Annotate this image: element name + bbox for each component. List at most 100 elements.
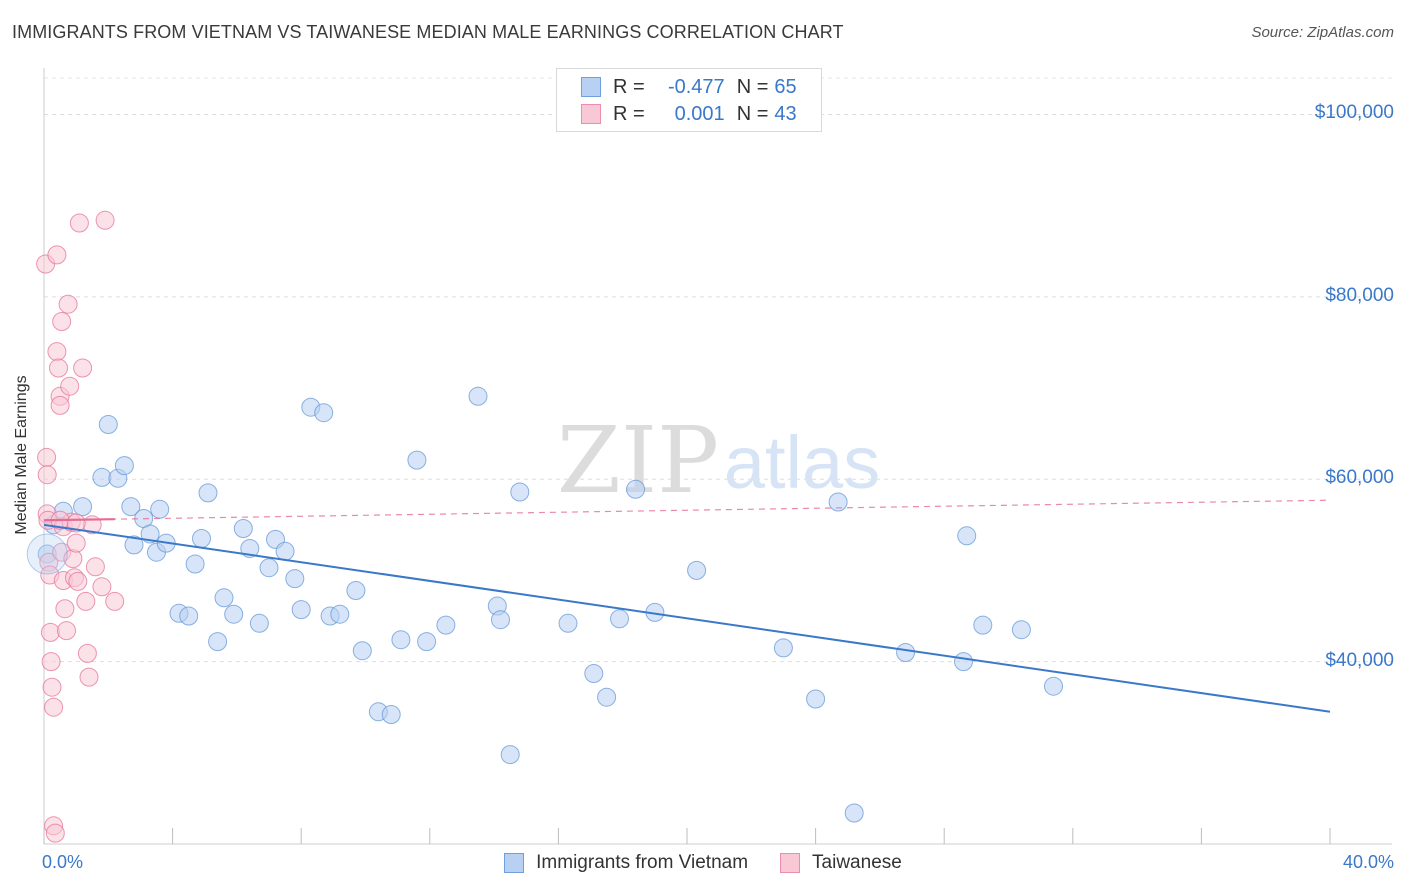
data-point [275, 541, 295, 561]
trend-lines [43, 499, 1331, 713]
x-tick-label-min: 0.0% [42, 852, 84, 872]
legend-r-value: 0.001 [674, 102, 725, 125]
data-point [844, 803, 864, 823]
series-legend-vietnam[interactable]: Immigrants from Vietnam [504, 852, 748, 874]
watermark-atlas: atlas [724, 421, 880, 504]
series-legend-taiwanese[interactable]: Taiwanese [780, 852, 902, 874]
data-point [105, 591, 125, 611]
legend-row-vietnam: R = -0.477 N = 65 [581, 75, 797, 99]
data-point [95, 210, 115, 230]
data-point [73, 358, 93, 378]
y-tick-label: $60,000 [1325, 467, 1394, 489]
data-point [896, 643, 916, 662]
data-point [233, 519, 253, 538]
legend-n-label: N = [736, 102, 769, 125]
data-point [381, 705, 401, 724]
gridlines [44, 77, 1392, 663]
legend-n-value: 65 [774, 75, 797, 98]
data-point [610, 609, 629, 629]
data-point [60, 376, 80, 396]
data-point [626, 479, 646, 499]
legend-swatch-taiwanese [581, 104, 601, 124]
y-tick-label: $80,000 [1325, 284, 1394, 306]
data-point [330, 604, 350, 624]
data-point [259, 558, 279, 578]
data-point [68, 571, 88, 591]
data-point [192, 529, 211, 548]
data-point [98, 415, 118, 434]
chart-title: IMMIGRANTS FROM VIETNAM VS TAIWANESE MED… [12, 22, 844, 42]
trend-line-taiwanese [43, 499, 1331, 521]
trend-line-taiwanese-solid [43, 518, 115, 522]
series-legend: Immigrants from Vietnam Taiwanese [0, 852, 1406, 874]
data-points [26, 210, 1063, 843]
data-point [407, 450, 427, 470]
data-point [41, 652, 61, 672]
data-point [597, 687, 617, 707]
data-point [121, 497, 141, 517]
data-point [58, 294, 78, 314]
data-point [77, 643, 97, 663]
data-point [1011, 620, 1031, 640]
data-point [52, 312, 72, 331]
trend-line-vietnam [43, 523, 1331, 713]
data-point [687, 560, 707, 580]
data-point [55, 599, 75, 619]
data-point [346, 581, 366, 600]
data-point [37, 447, 57, 467]
data-point [42, 677, 62, 697]
data-point [66, 533, 86, 553]
data-point [224, 604, 244, 624]
legend-r-label: R = [613, 102, 645, 125]
data-point [79, 667, 99, 687]
data-point [85, 557, 105, 577]
correlation-legend: R = -0.477 N = 65 R = 0.001 N = 43 [556, 68, 822, 132]
data-point [558, 613, 578, 633]
y-axis-title: Median Male Earnings [13, 375, 30, 535]
data-point [57, 621, 76, 641]
data-point [50, 395, 70, 415]
data-point [240, 539, 260, 558]
legend-n-value: 43 [774, 102, 797, 125]
data-point [828, 492, 848, 512]
data-point [806, 689, 826, 709]
data-point [44, 697, 64, 717]
data-point [954, 652, 973, 672]
data-point [314, 403, 334, 423]
y-tick-label: $100,000 [1314, 102, 1394, 124]
series-swatch-taiwanese [780, 853, 801, 873]
data-point [92, 577, 112, 597]
data-point [291, 600, 311, 620]
data-point-cluster [26, 533, 68, 575]
data-point [510, 482, 530, 502]
legend-swatch-vietnam [581, 77, 601, 97]
data-point [584, 664, 604, 683]
data-point [49, 358, 68, 378]
series-label-taiwanese: Taiwanese [812, 852, 902, 873]
data-point [140, 524, 160, 544]
data-point [468, 386, 488, 406]
data-point [773, 638, 793, 658]
data-point [436, 615, 456, 635]
legend-r-label: R = [613, 75, 645, 98]
data-point [92, 467, 112, 487]
data-point [973, 615, 993, 635]
legend-row-taiwanese: R = 0.001 N = 43 [581, 102, 797, 126]
data-point [179, 606, 199, 626]
data-point [73, 497, 93, 517]
data-point [500, 745, 520, 765]
data-point [114, 456, 134, 476]
data-point [214, 588, 234, 608]
data-point [66, 513, 86, 533]
data-point [249, 613, 269, 633]
data-point [150, 499, 170, 519]
legend-n-label: N = [736, 75, 769, 98]
data-point [491, 610, 510, 630]
series-points-vietnam [37, 386, 1063, 823]
x-tick-label-max: 40.0% [1342, 852, 1394, 872]
data-point [417, 632, 437, 652]
data-point [76, 591, 96, 611]
legend-r-value: -0.477 [667, 75, 725, 98]
y-tick-label: $40,000 [1325, 649, 1394, 671]
